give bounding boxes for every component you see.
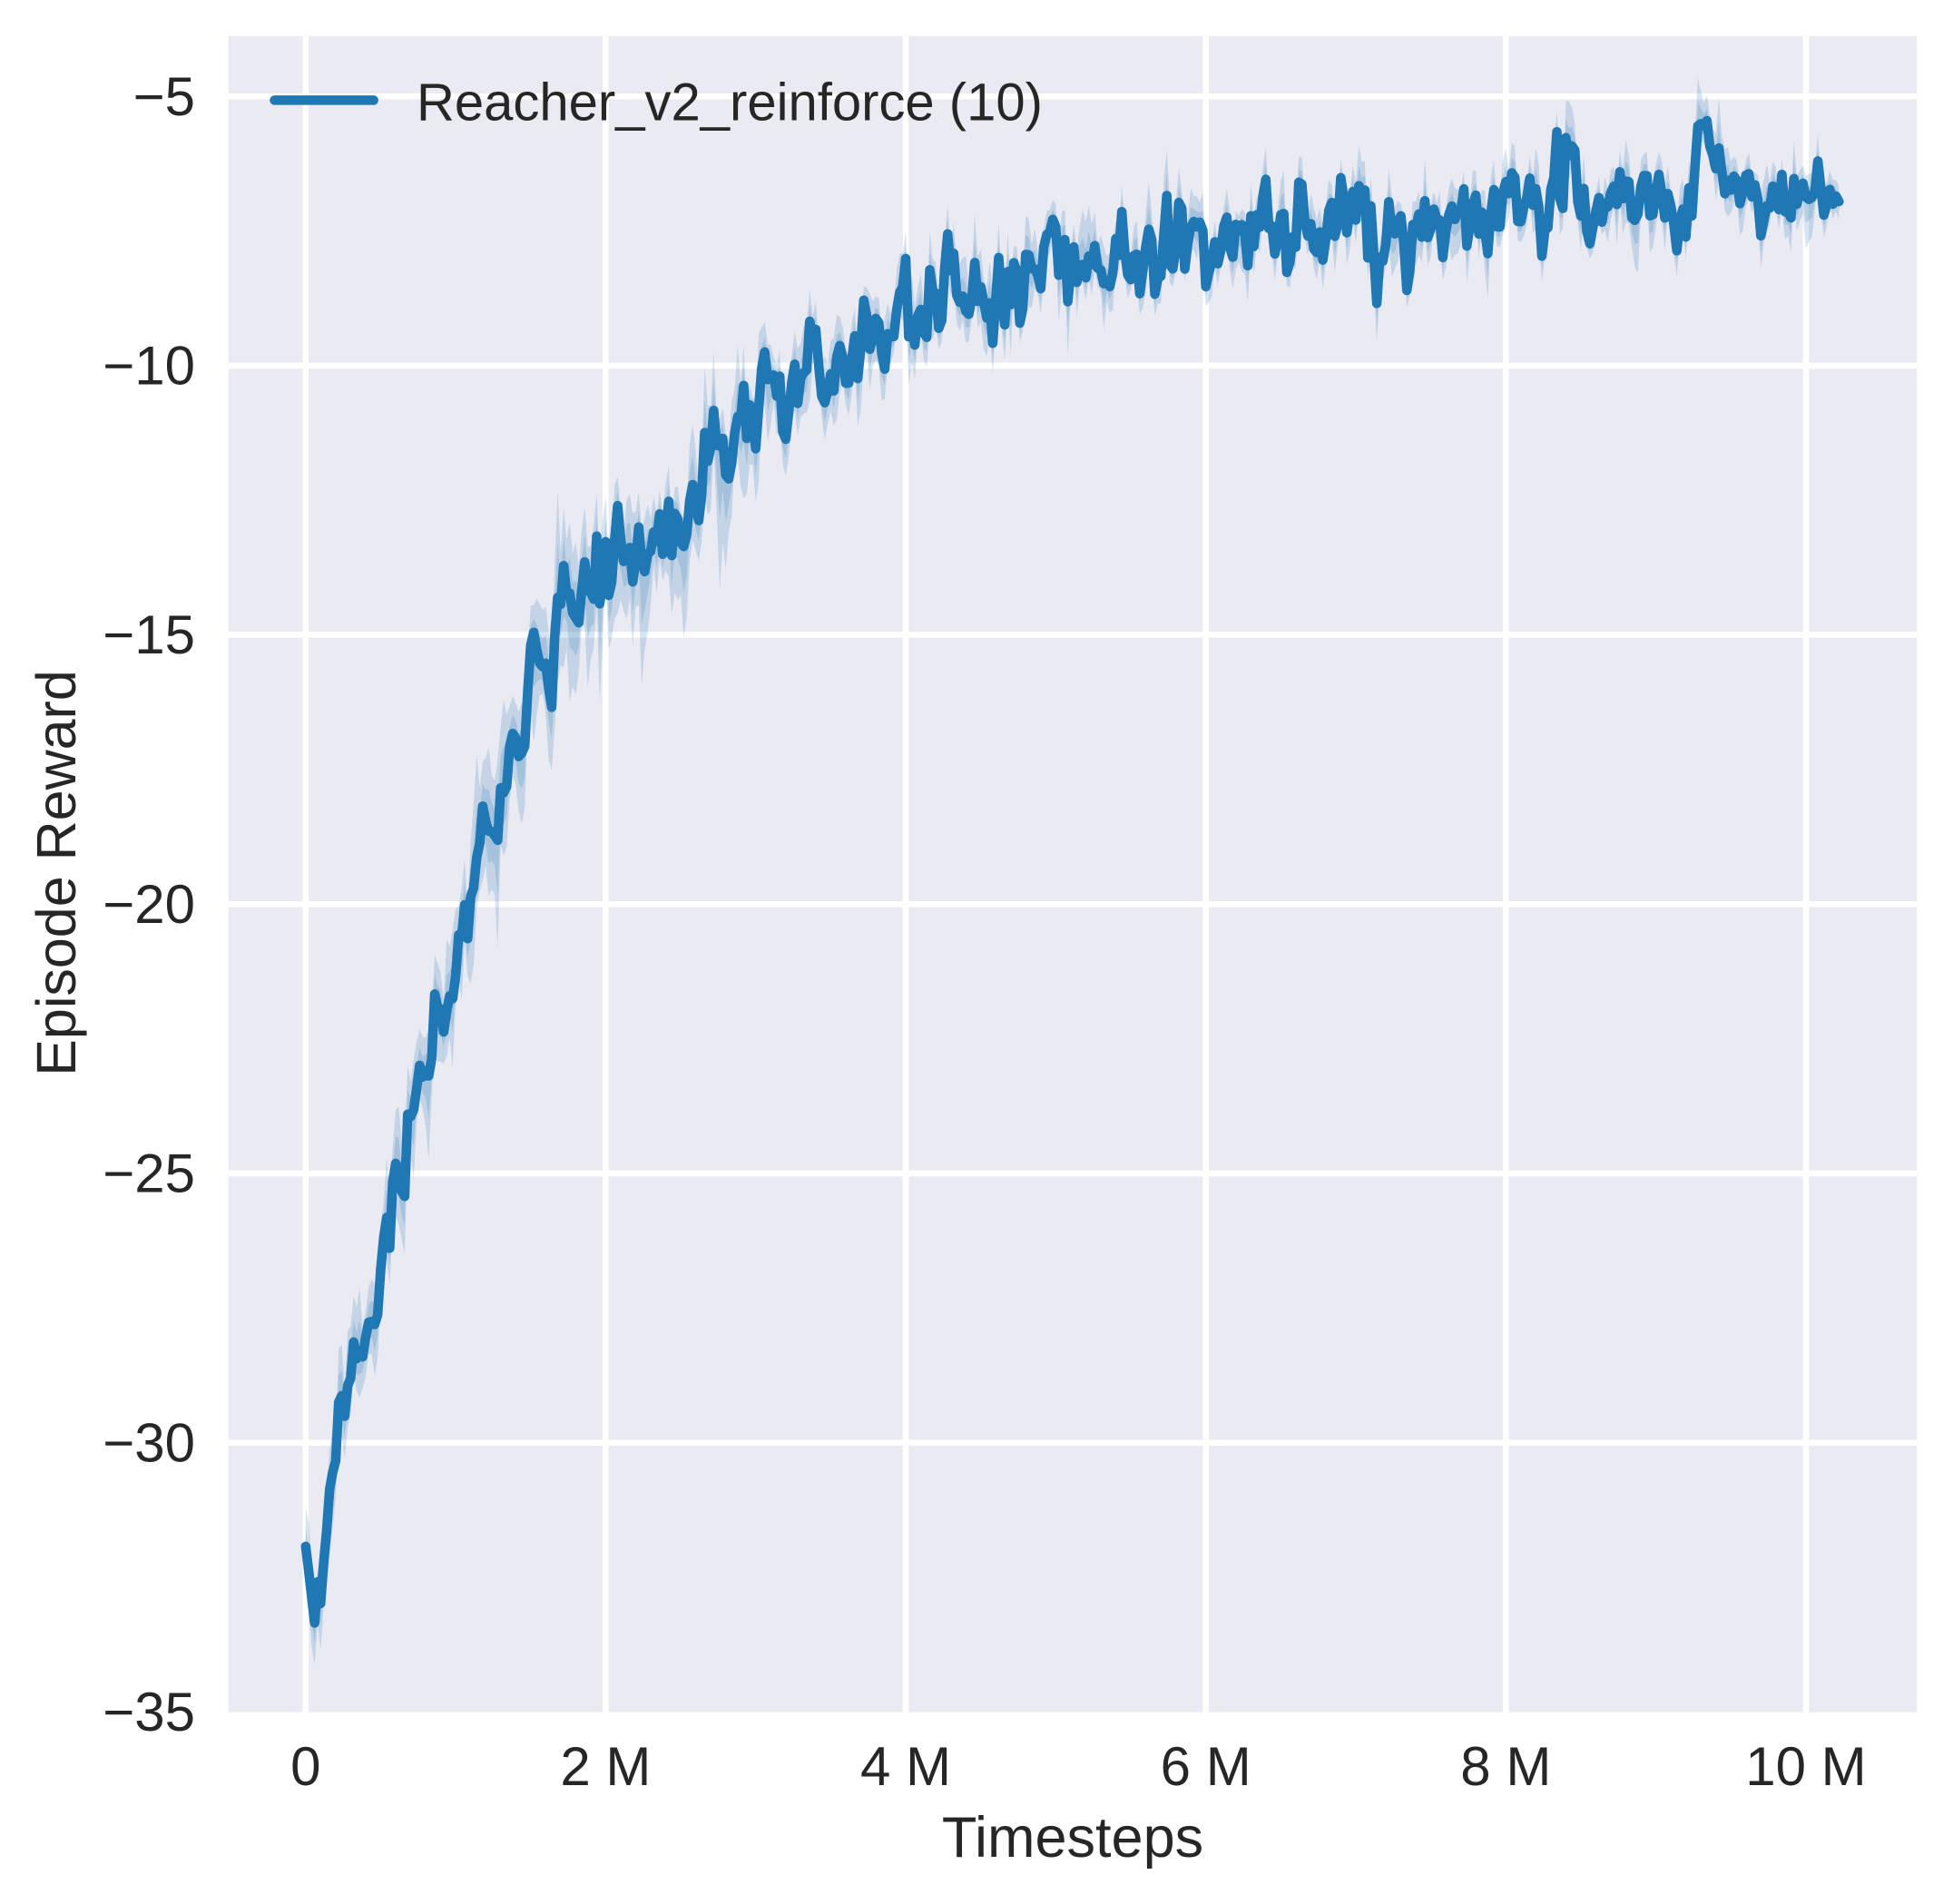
- svg-text:−15: −15: [103, 604, 195, 665]
- svg-text:10 M: 10 M: [1745, 1736, 1866, 1797]
- svg-text:8 M: 8 M: [1460, 1736, 1551, 1797]
- svg-text:6 M: 6 M: [1161, 1736, 1251, 1797]
- svg-text:2 M: 2 M: [560, 1736, 651, 1797]
- svg-text:−5: −5: [133, 66, 195, 127]
- svg-text:Reacher_v2_reinforce (10): Reacher_v2_reinforce (10): [417, 74, 1043, 132]
- svg-text:−20: −20: [103, 874, 195, 935]
- svg-text:−30: −30: [103, 1412, 195, 1473]
- svg-text:−35: −35: [103, 1682, 195, 1742]
- svg-text:Episode Reward: Episode Reward: [25, 670, 87, 1076]
- svg-text:0: 0: [290, 1736, 320, 1797]
- svg-text:Timesteps: Timesteps: [942, 1806, 1203, 1870]
- svg-text:4 M: 4 M: [860, 1736, 951, 1797]
- svg-text:−25: −25: [103, 1143, 195, 1204]
- svg-text:−10: −10: [103, 336, 195, 397]
